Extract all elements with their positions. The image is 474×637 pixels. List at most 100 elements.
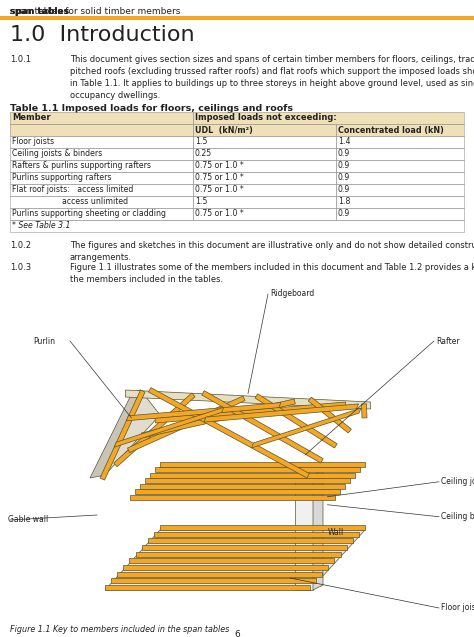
- Bar: [336, 208, 464, 220]
- Bar: [336, 196, 464, 208]
- Polygon shape: [126, 390, 371, 409]
- Text: Table 1.1 Imposed loads for floors, ceilings and roofs: Table 1.1 Imposed loads for floors, ceil…: [10, 104, 293, 113]
- Text: 1.0  Introduction: 1.0 Introduction: [10, 25, 195, 45]
- Text: UDL  (kN/m²): UDL (kN/m²): [195, 125, 253, 134]
- Polygon shape: [105, 390, 160, 475]
- Text: Figure 1.1 Key to members included in the span tables: Figure 1.1 Key to members included in th…: [10, 625, 229, 634]
- Bar: [10, 112, 193, 124]
- Bar: [336, 208, 464, 220]
- Text: Member: Member: [12, 113, 51, 122]
- Bar: [193, 184, 336, 196]
- Bar: [10, 220, 464, 232]
- Bar: [193, 196, 336, 208]
- Bar: [10, 172, 193, 184]
- Polygon shape: [148, 387, 310, 478]
- Bar: [10, 148, 193, 160]
- Text: 0.9: 0.9: [338, 150, 350, 159]
- Bar: [10, 184, 193, 196]
- Text: 1.5: 1.5: [195, 138, 207, 147]
- Text: 0.9: 0.9: [338, 173, 350, 182]
- Bar: [336, 184, 464, 196]
- Text: 1.0.2: 1.0.2: [10, 241, 31, 250]
- Bar: [193, 160, 336, 172]
- Polygon shape: [130, 495, 335, 500]
- Polygon shape: [202, 390, 323, 463]
- Text: span tables: span tables: [10, 7, 69, 16]
- Bar: [0, 16, 474, 20]
- Text: Rafters & purlins supporting rafters: Rafters & purlins supporting rafters: [12, 162, 151, 171]
- Bar: [193, 136, 336, 148]
- Polygon shape: [105, 530, 365, 590]
- Polygon shape: [90, 390, 140, 478]
- Bar: [336, 148, 464, 160]
- Polygon shape: [114, 393, 195, 467]
- Text: Rafter: Rafter: [436, 336, 460, 345]
- Polygon shape: [155, 468, 360, 472]
- Bar: [336, 184, 464, 196]
- Text: * See Table 3.1: * See Table 3.1: [12, 222, 70, 231]
- Text: The figures and sketches in this document are illustrative only and do not show : The figures and sketches in this documen…: [70, 241, 474, 262]
- Bar: [336, 160, 464, 172]
- Bar: [193, 124, 336, 136]
- Polygon shape: [362, 404, 367, 418]
- Text: 1.5: 1.5: [195, 197, 207, 206]
- Text: 1.8: 1.8: [338, 197, 350, 206]
- Polygon shape: [127, 403, 281, 421]
- Text: Gable wall: Gable wall: [8, 515, 48, 524]
- Bar: [10, 208, 193, 220]
- Bar: [10, 112, 193, 124]
- Bar: [193, 112, 464, 124]
- Polygon shape: [252, 408, 361, 448]
- Bar: [336, 172, 464, 184]
- Bar: [336, 124, 464, 136]
- Bar: [10, 160, 193, 172]
- Polygon shape: [142, 545, 346, 550]
- Bar: [193, 136, 336, 148]
- Bar: [10, 148, 193, 160]
- Bar: [336, 136, 464, 148]
- Polygon shape: [155, 402, 346, 423]
- Text: 0.75 or 1.0 *: 0.75 or 1.0 *: [195, 162, 244, 171]
- Polygon shape: [255, 394, 337, 448]
- Bar: [193, 124, 336, 136]
- Text: span tables for solid timber members: span tables for solid timber members: [10, 7, 181, 16]
- Polygon shape: [135, 489, 340, 494]
- Polygon shape: [117, 571, 322, 576]
- Bar: [10, 124, 193, 136]
- Polygon shape: [295, 475, 313, 590]
- Text: Concentrated load (kN): Concentrated load (kN): [338, 125, 444, 134]
- Text: 0.75 or 1.0 *: 0.75 or 1.0 *: [195, 173, 244, 182]
- Polygon shape: [114, 408, 224, 447]
- Bar: [336, 124, 464, 136]
- Polygon shape: [154, 532, 359, 536]
- Text: Ridgeboard: Ridgeboard: [270, 289, 314, 299]
- Bar: [10, 196, 193, 208]
- Text: 0.9: 0.9: [338, 210, 350, 218]
- Text: Ceiling joist: Ceiling joist: [441, 477, 474, 486]
- Bar: [336, 172, 464, 184]
- Bar: [193, 112, 464, 124]
- Text: Ceiling binder: Ceiling binder: [441, 512, 474, 521]
- Bar: [193, 208, 336, 220]
- Bar: [10, 136, 193, 148]
- Text: 1.4: 1.4: [338, 138, 350, 147]
- Bar: [10, 208, 193, 220]
- Bar: [336, 196, 464, 208]
- Bar: [193, 148, 336, 160]
- Text: Imposed loads not exceeding:: Imposed loads not exceeding:: [195, 113, 337, 122]
- Text: 0.75 or 1.0 *: 0.75 or 1.0 *: [195, 185, 244, 194]
- Polygon shape: [145, 478, 350, 483]
- Polygon shape: [150, 473, 355, 478]
- Polygon shape: [128, 396, 245, 452]
- Text: Ceiling joists & binders: Ceiling joists & binders: [12, 150, 102, 159]
- Bar: [336, 148, 464, 160]
- Text: 1.0.3: 1.0.3: [10, 263, 31, 272]
- Polygon shape: [160, 525, 365, 530]
- Bar: [193, 196, 336, 208]
- Text: This document gives section sizes and spans of certain timber members for floors: This document gives section sizes and sp…: [70, 55, 474, 101]
- Polygon shape: [111, 578, 316, 583]
- Polygon shape: [313, 470, 323, 590]
- Text: 0.9: 0.9: [338, 185, 350, 194]
- Text: Flat roof joists:   access limited: Flat roof joists: access limited: [12, 185, 133, 194]
- Bar: [336, 136, 464, 148]
